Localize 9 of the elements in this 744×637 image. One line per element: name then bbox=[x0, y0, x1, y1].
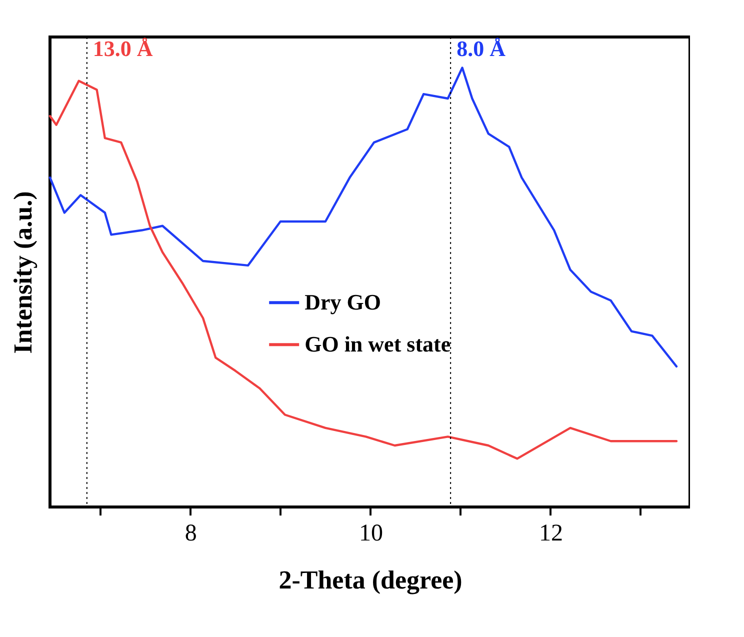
x-tick-label: 12 bbox=[538, 520, 563, 546]
y-axis-title: Intensity (a.u.) bbox=[8, 191, 38, 354]
ref-line-label: 13.0 Å bbox=[92, 36, 153, 61]
x-axis-title: 2-Theta (degree) bbox=[278, 566, 462, 594]
legend-label: GO in wet state bbox=[304, 332, 451, 357]
x-tick-label: 10 bbox=[358, 520, 383, 546]
x-tick-label: 8 bbox=[184, 520, 197, 546]
ref-line-label: 8.0 Å bbox=[456, 36, 506, 61]
legend-label: Dry GO bbox=[304, 290, 381, 315]
